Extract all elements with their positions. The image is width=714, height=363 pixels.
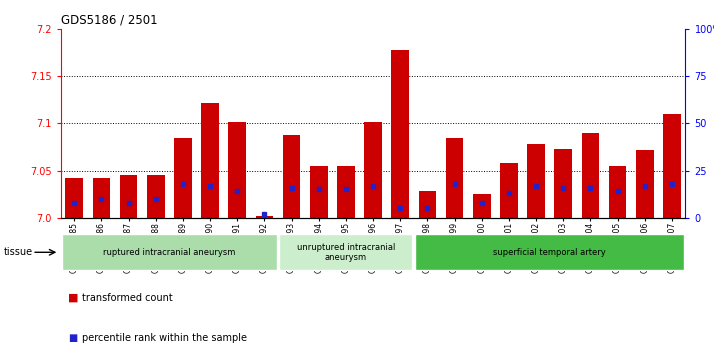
Bar (391, 50, 409, 218)
Bar (418, 191, 436, 218)
Bar (581, 133, 599, 218)
Bar (228, 122, 246, 218)
Bar (500, 163, 518, 218)
Bar (120, 175, 137, 218)
Bar (283, 135, 301, 218)
Text: GDS5186 / 2501: GDS5186 / 2501 (61, 13, 157, 26)
Bar (201, 103, 219, 218)
Bar (364, 122, 382, 218)
Bar (66, 178, 83, 218)
Text: superficial temporal artery: superficial temporal artery (493, 248, 606, 257)
Bar (609, 166, 626, 218)
Text: ■: ■ (68, 333, 77, 343)
Bar (554, 149, 572, 218)
Bar (337, 166, 355, 218)
Bar (527, 144, 545, 218)
Bar (473, 194, 491, 218)
Bar (446, 138, 463, 218)
Bar (256, 216, 273, 218)
Text: unruptured intracranial
aneurysm: unruptured intracranial aneurysm (297, 242, 395, 262)
Text: transformed count: transformed count (82, 293, 173, 303)
Bar (663, 114, 680, 218)
Bar (174, 138, 192, 218)
Bar (147, 175, 165, 218)
Text: ruptured intracranial aneurysm: ruptured intracranial aneurysm (103, 248, 236, 257)
Bar (93, 178, 110, 218)
Bar (636, 150, 653, 218)
Bar (310, 166, 328, 218)
Text: tissue: tissue (4, 247, 33, 257)
Text: percentile rank within the sample: percentile rank within the sample (82, 333, 247, 343)
Text: ■: ■ (68, 293, 79, 303)
